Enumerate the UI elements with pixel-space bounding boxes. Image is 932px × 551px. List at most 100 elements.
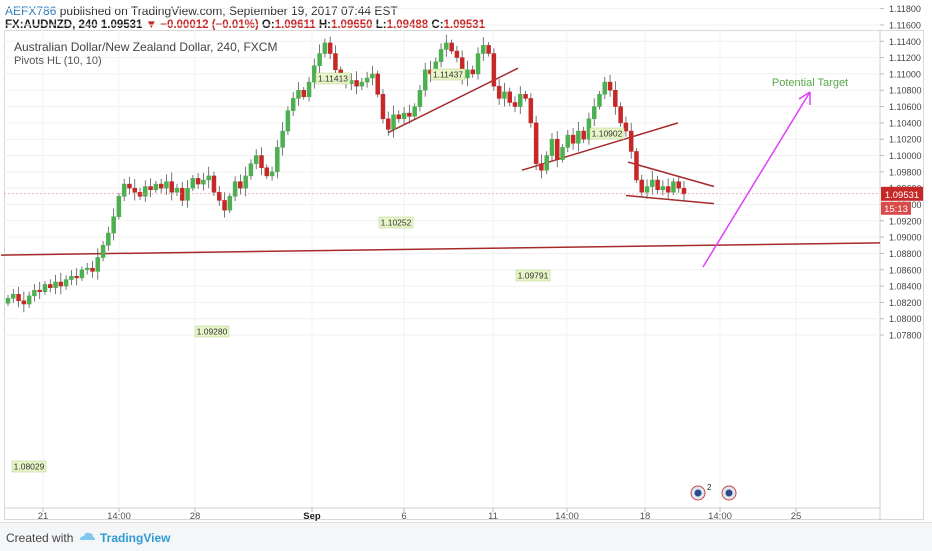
tradingview-brand[interactable]: TradingView bbox=[100, 531, 171, 545]
candle-body bbox=[306, 81, 312, 98]
candle-body bbox=[227, 196, 233, 211]
candle-body bbox=[127, 183, 132, 189]
candle-body bbox=[190, 178, 196, 189]
chart-frame bbox=[4, 30, 924, 520]
y-tick-label: 1.09000 bbox=[889, 233, 922, 243]
last-price-label: 1.09531 bbox=[885, 190, 919, 201]
candle-body bbox=[671, 181, 676, 193]
x-tick-label: 6 bbox=[401, 511, 406, 522]
candle-body bbox=[560, 147, 565, 160]
candle-body bbox=[634, 151, 639, 181]
candle-body bbox=[454, 50, 460, 58]
candle-body bbox=[185, 187, 190, 201]
candle-body bbox=[222, 200, 227, 211]
candle-body bbox=[628, 130, 634, 152]
candle-body bbox=[359, 81, 365, 87]
candle-body bbox=[174, 187, 180, 193]
candle-body bbox=[618, 106, 623, 124]
x-tick-label: 25 bbox=[791, 511, 802, 522]
y-tick-label: 1.07800 bbox=[889, 331, 922, 341]
candle-body bbox=[58, 281, 64, 287]
candle-body bbox=[512, 102, 518, 107]
candle-body bbox=[533, 122, 539, 164]
candle-body bbox=[259, 155, 264, 169]
event-count: 2 bbox=[707, 483, 712, 492]
candle-body bbox=[111, 216, 116, 234]
candle-body bbox=[137, 191, 143, 197]
y-tick-label: 1.08600 bbox=[889, 265, 922, 275]
event-flag-icon-inner bbox=[725, 489, 733, 497]
candle-body bbox=[201, 179, 206, 185]
candle-body bbox=[391, 114, 396, 130]
candle-body bbox=[576, 130, 581, 144]
last-price-badge bbox=[881, 186, 923, 201]
pivot-label: 1.10902 bbox=[592, 129, 623, 139]
candle-body bbox=[79, 269, 85, 279]
candle-body bbox=[507, 91, 512, 103]
candle-body bbox=[100, 245, 106, 258]
y-tick-label: 1.10200 bbox=[889, 135, 922, 145]
candle-body bbox=[607, 81, 613, 91]
y-tick-label: 1.10800 bbox=[889, 86, 922, 96]
candle-body bbox=[570, 134, 576, 144]
pivot-label-box bbox=[515, 269, 551, 282]
publish-info: published on TradingView.com, September … bbox=[59, 4, 398, 18]
candle-body bbox=[401, 112, 407, 120]
candle-body bbox=[386, 118, 391, 130]
candle-body bbox=[417, 89, 423, 107]
pivot-label-box bbox=[11, 460, 47, 473]
candle-body bbox=[296, 89, 301, 99]
y-tick-label: 1.09200 bbox=[889, 216, 922, 226]
pivot-label: 1.11413 bbox=[318, 74, 348, 84]
pivot-label-box bbox=[430, 68, 466, 81]
candle-body bbox=[412, 106, 417, 117]
candle-body bbox=[518, 94, 523, 107]
candle-body bbox=[660, 186, 666, 191]
candle-body bbox=[217, 191, 222, 201]
y-tick-label: 1.08000 bbox=[889, 314, 922, 324]
candle-body bbox=[116, 196, 122, 217]
created-with-text: Created with bbox=[6, 531, 74, 545]
candle-body bbox=[211, 175, 217, 193]
candle-body bbox=[655, 179, 660, 191]
candle-body bbox=[53, 281, 58, 288]
candle-body bbox=[449, 42, 454, 52]
candle-body bbox=[565, 134, 571, 148]
indicator-label: Pivots HL (10, 10) bbox=[14, 55, 102, 67]
candle-body bbox=[301, 89, 306, 98]
candle-body bbox=[322, 42, 328, 54]
candle-body bbox=[465, 69, 470, 79]
candle-body bbox=[11, 293, 16, 299]
annotation-text: Potential Target bbox=[772, 77, 848, 89]
pivot-label: 1.10252 bbox=[381, 218, 412, 228]
pivot-label: 1.08029 bbox=[14, 462, 45, 472]
candle-body bbox=[280, 130, 285, 148]
candle-body bbox=[317, 53, 322, 67]
candle-body bbox=[523, 94, 528, 99]
candle-body bbox=[164, 181, 169, 189]
candle-body bbox=[438, 49, 444, 62]
author-link[interactable]: AEFX786 bbox=[5, 4, 57, 18]
candle-body bbox=[327, 42, 333, 54]
y-tick-label: 1.11400 bbox=[889, 37, 921, 47]
candle-body bbox=[238, 181, 243, 189]
candle-body bbox=[444, 42, 449, 50]
upper-flag-line bbox=[627, 161, 715, 188]
candle-body bbox=[528, 98, 534, 124]
candle-body bbox=[269, 171, 275, 177]
lower-flag-line bbox=[625, 194, 715, 205]
x-tick-label: Sep bbox=[303, 511, 321, 522]
candle-body bbox=[544, 155, 549, 171]
candle-body bbox=[180, 187, 185, 201]
candle-body bbox=[380, 94, 386, 120]
candle-body bbox=[602, 81, 608, 95]
candle-body bbox=[333, 53, 338, 71]
candle-body bbox=[206, 175, 211, 181]
candle-body bbox=[48, 284, 53, 288]
candle-body bbox=[581, 130, 586, 140]
candle-body bbox=[253, 155, 259, 164]
candle-body bbox=[591, 106, 597, 120]
x-tick-label: 28 bbox=[190, 511, 201, 522]
x-tick-label: 21 bbox=[38, 511, 49, 522]
